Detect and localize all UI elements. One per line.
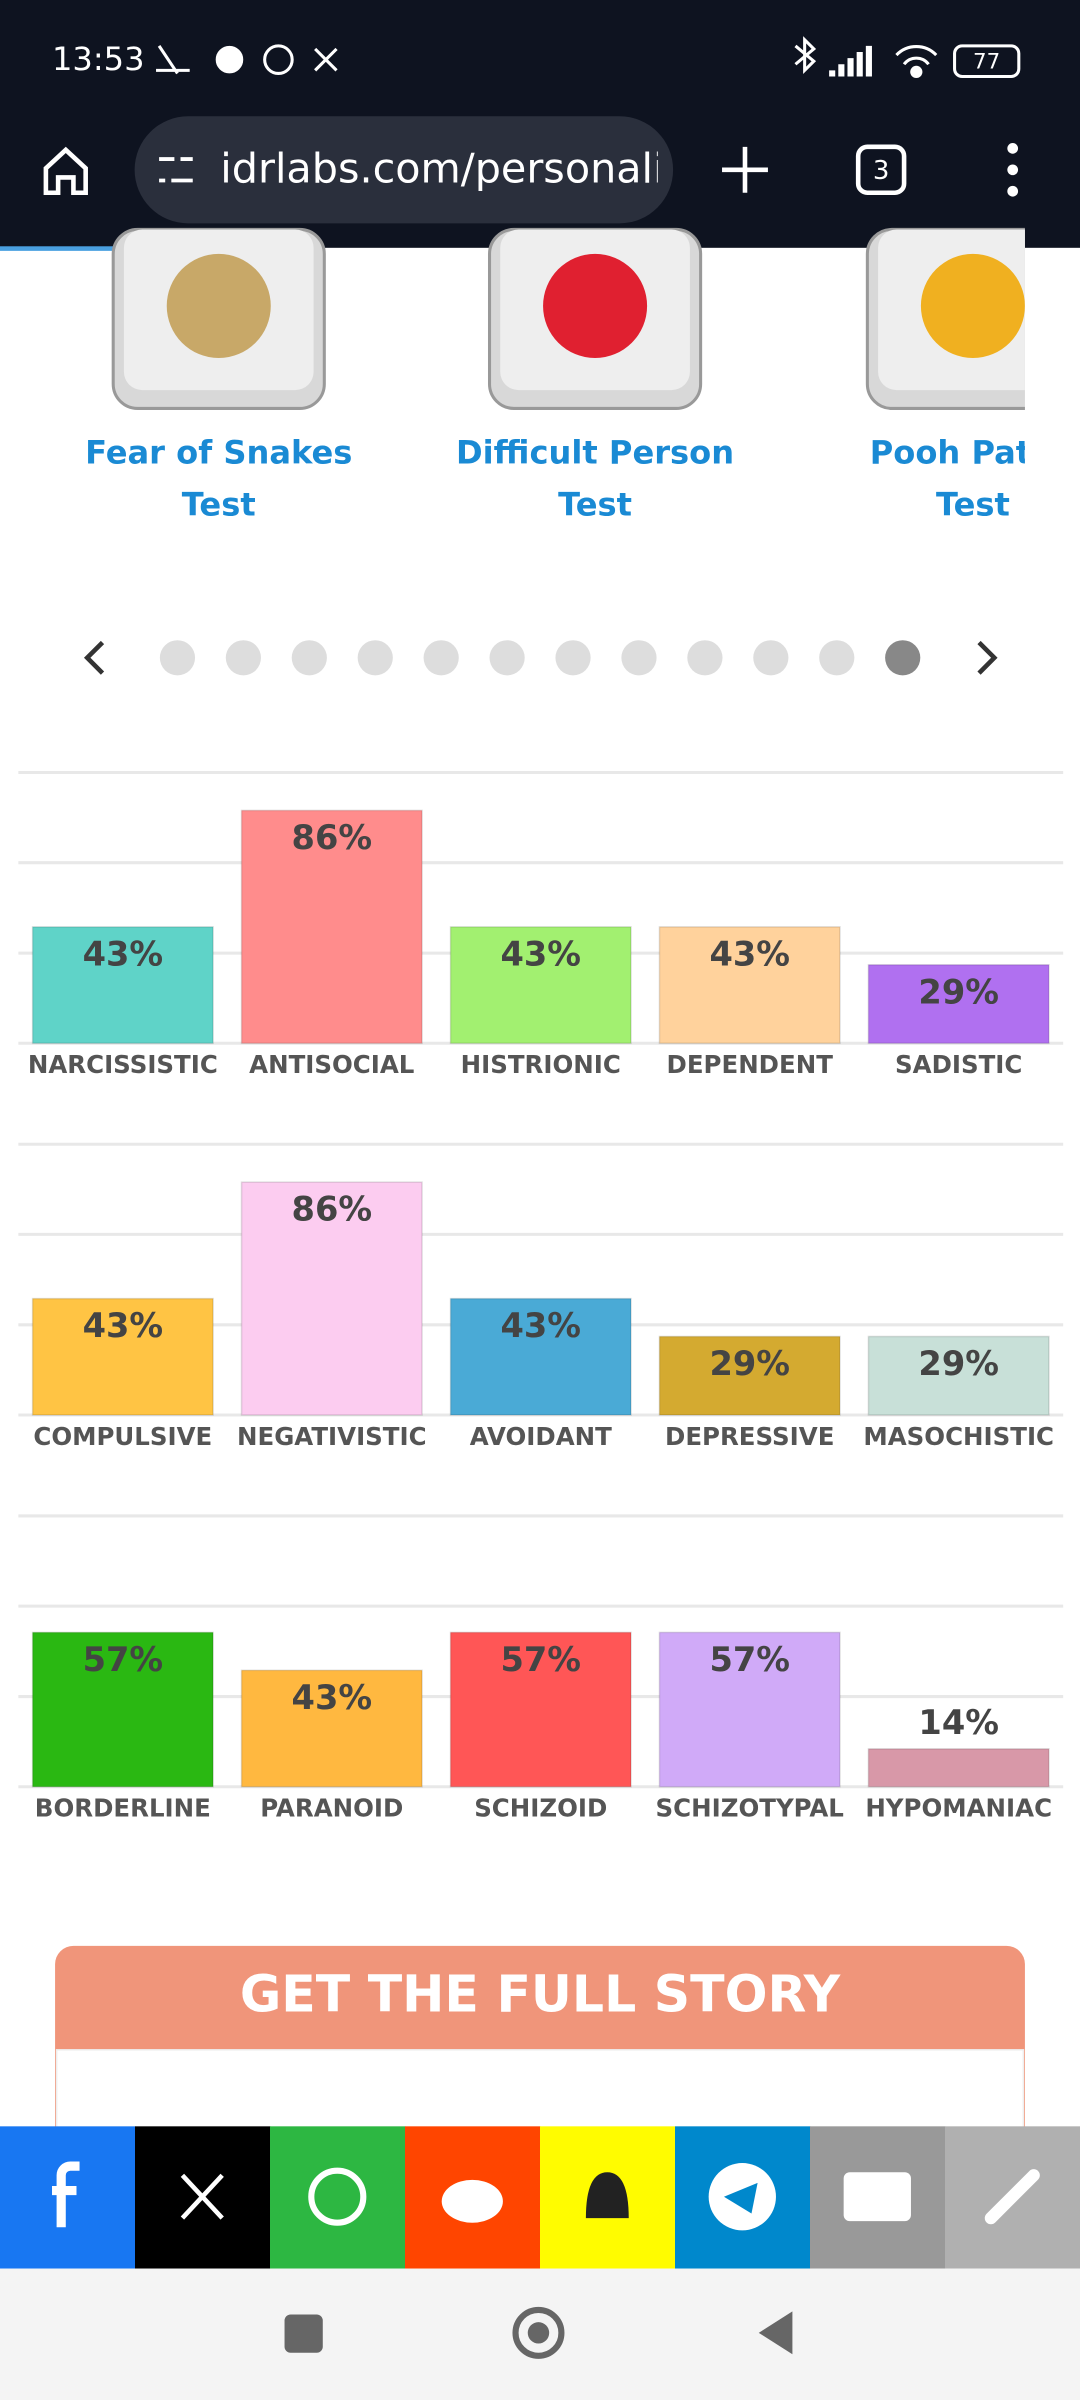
value-label: 43% [709, 934, 790, 973]
value-label: 43% [83, 1306, 164, 1345]
category-label: COMPULSIVE [33, 1422, 212, 1451]
reddit-icon [441, 2179, 503, 2223]
nav-home-dot [527, 2322, 550, 2344]
site-info-icon[interactable] [159, 157, 193, 183]
test-title[interactable]: Test [936, 485, 1010, 523]
category-label: DEPRESSIVE [665, 1422, 834, 1451]
carousel-dot[interactable] [687, 640, 723, 676]
home-button[interactable] [43, 146, 88, 196]
bar [449, 1631, 632, 1788]
snapchat-icon [585, 2172, 629, 2219]
test-title[interactable]: Difficult Person [456, 433, 734, 471]
nav-back[interactable] [758, 2311, 793, 2355]
category-label: MASOCHISTIC [863, 1422, 1054, 1451]
url-bar[interactable] [134, 116, 674, 224]
value-label: 57% [83, 1640, 164, 1679]
value-label: 43% [83, 934, 164, 973]
value-label: 43% [500, 1306, 581, 1345]
carousel-dot[interactable] [621, 640, 657, 676]
bar [867, 1335, 1050, 1416]
carousel-dot[interactable] [819, 640, 855, 676]
category-label: ANTISOCIAL [249, 1050, 414, 1079]
share-whatsapp[interactable] [270, 2126, 406, 2269]
thumbnail-image [543, 253, 648, 358]
bar [449, 926, 632, 1045]
bar [449, 1297, 632, 1416]
facebook-icon [52, 2161, 80, 2228]
carousel-dot[interactable] [753, 640, 789, 676]
bar [867, 1748, 1050, 1788]
value-label: 86% [292, 1190, 373, 1229]
bar [240, 1669, 423, 1788]
category-label: PARANOID [260, 1794, 403, 1823]
test-title[interactable]: Test [558, 485, 632, 523]
value-label: 43% [292, 1678, 373, 1717]
carousel-next[interactable] [977, 640, 998, 675]
nav-recents[interactable] [284, 2314, 323, 2353]
carousel-dot[interactable] [357, 640, 393, 676]
bar [867, 963, 1050, 1045]
menu-button[interactable] [1007, 143, 1019, 197]
carousel-dot[interactable] [555, 640, 591, 676]
cta-title: GET THE FULL STORY [240, 1964, 842, 2023]
bar [658, 926, 841, 1045]
bar [658, 1335, 841, 1416]
status-icons [156, 36, 938, 79]
carousel-dot[interactable] [225, 640, 261, 676]
value-label: 29% [709, 1344, 790, 1383]
category-label: SCHIZOID [474, 1794, 607, 1823]
value-label: 86% [292, 818, 373, 857]
nav-home[interactable] [512, 2306, 565, 2359]
value-label: 43% [500, 934, 581, 973]
carousel-dot[interactable] [291, 640, 327, 676]
value-label: 57% [500, 1640, 581, 1679]
category-label: AVOIDANT [470, 1422, 612, 1451]
category-label: DEPENDENT [667, 1050, 834, 1079]
tabs-button[interactable] [855, 144, 907, 196]
share-facebook[interactable] [0, 2126, 136, 2269]
value-label: 14% [918, 1703, 999, 1742]
test-title[interactable]: Fear of Snakes [85, 433, 352, 471]
email-icon [843, 2172, 911, 2222]
value-label: 29% [918, 1344, 999, 1383]
bar [658, 1631, 841, 1788]
carousel-dot[interactable] [489, 640, 525, 676]
category-label: BORDERLINE [35, 1794, 211, 1823]
telegram-plane [723, 2182, 758, 2214]
battery-level: 77 [973, 50, 1000, 75]
url[interactable]: idrlabs.com/personali [220, 144, 664, 192]
thumbnail-image [166, 253, 271, 358]
link-icon [984, 2169, 1040, 2225]
test-title[interactable]: Test [182, 485, 256, 523]
carousel-dot[interactable] [159, 640, 196, 676]
bar [240, 1181, 423, 1416]
value-label: 29% [918, 972, 999, 1011]
category-label: SCHIZOTYPAL [656, 1794, 844, 1823]
carousel-dot[interactable] [423, 640, 459, 676]
bar [31, 1631, 214, 1788]
battery [953, 44, 1021, 79]
category-label: HISTRIONIC [461, 1050, 621, 1079]
carousel-dot[interactable] [885, 640, 921, 676]
tab-count: 3 [873, 156, 890, 186]
clock: 13:53 [52, 40, 145, 78]
category-label: NARCISSISTIC [28, 1050, 218, 1079]
whatsapp-icon [308, 2167, 367, 2226]
bar [31, 926, 214, 1045]
value-label: 57% [709, 1640, 790, 1679]
bar [240, 809, 423, 1045]
category-label: HYPOMANIAC [865, 1794, 1052, 1823]
carousel-prev[interactable] [83, 640, 105, 675]
x-icon [180, 2173, 224, 2220]
category-label: SADISTIC [895, 1050, 1022, 1079]
category-label: NEGATIVISTIC [237, 1422, 427, 1451]
test-title[interactable]: Pooh Patho [870, 433, 1076, 471]
bar [31, 1297, 214, 1416]
new-tab[interactable] [722, 146, 768, 193]
thumbnail-image [920, 253, 1025, 358]
